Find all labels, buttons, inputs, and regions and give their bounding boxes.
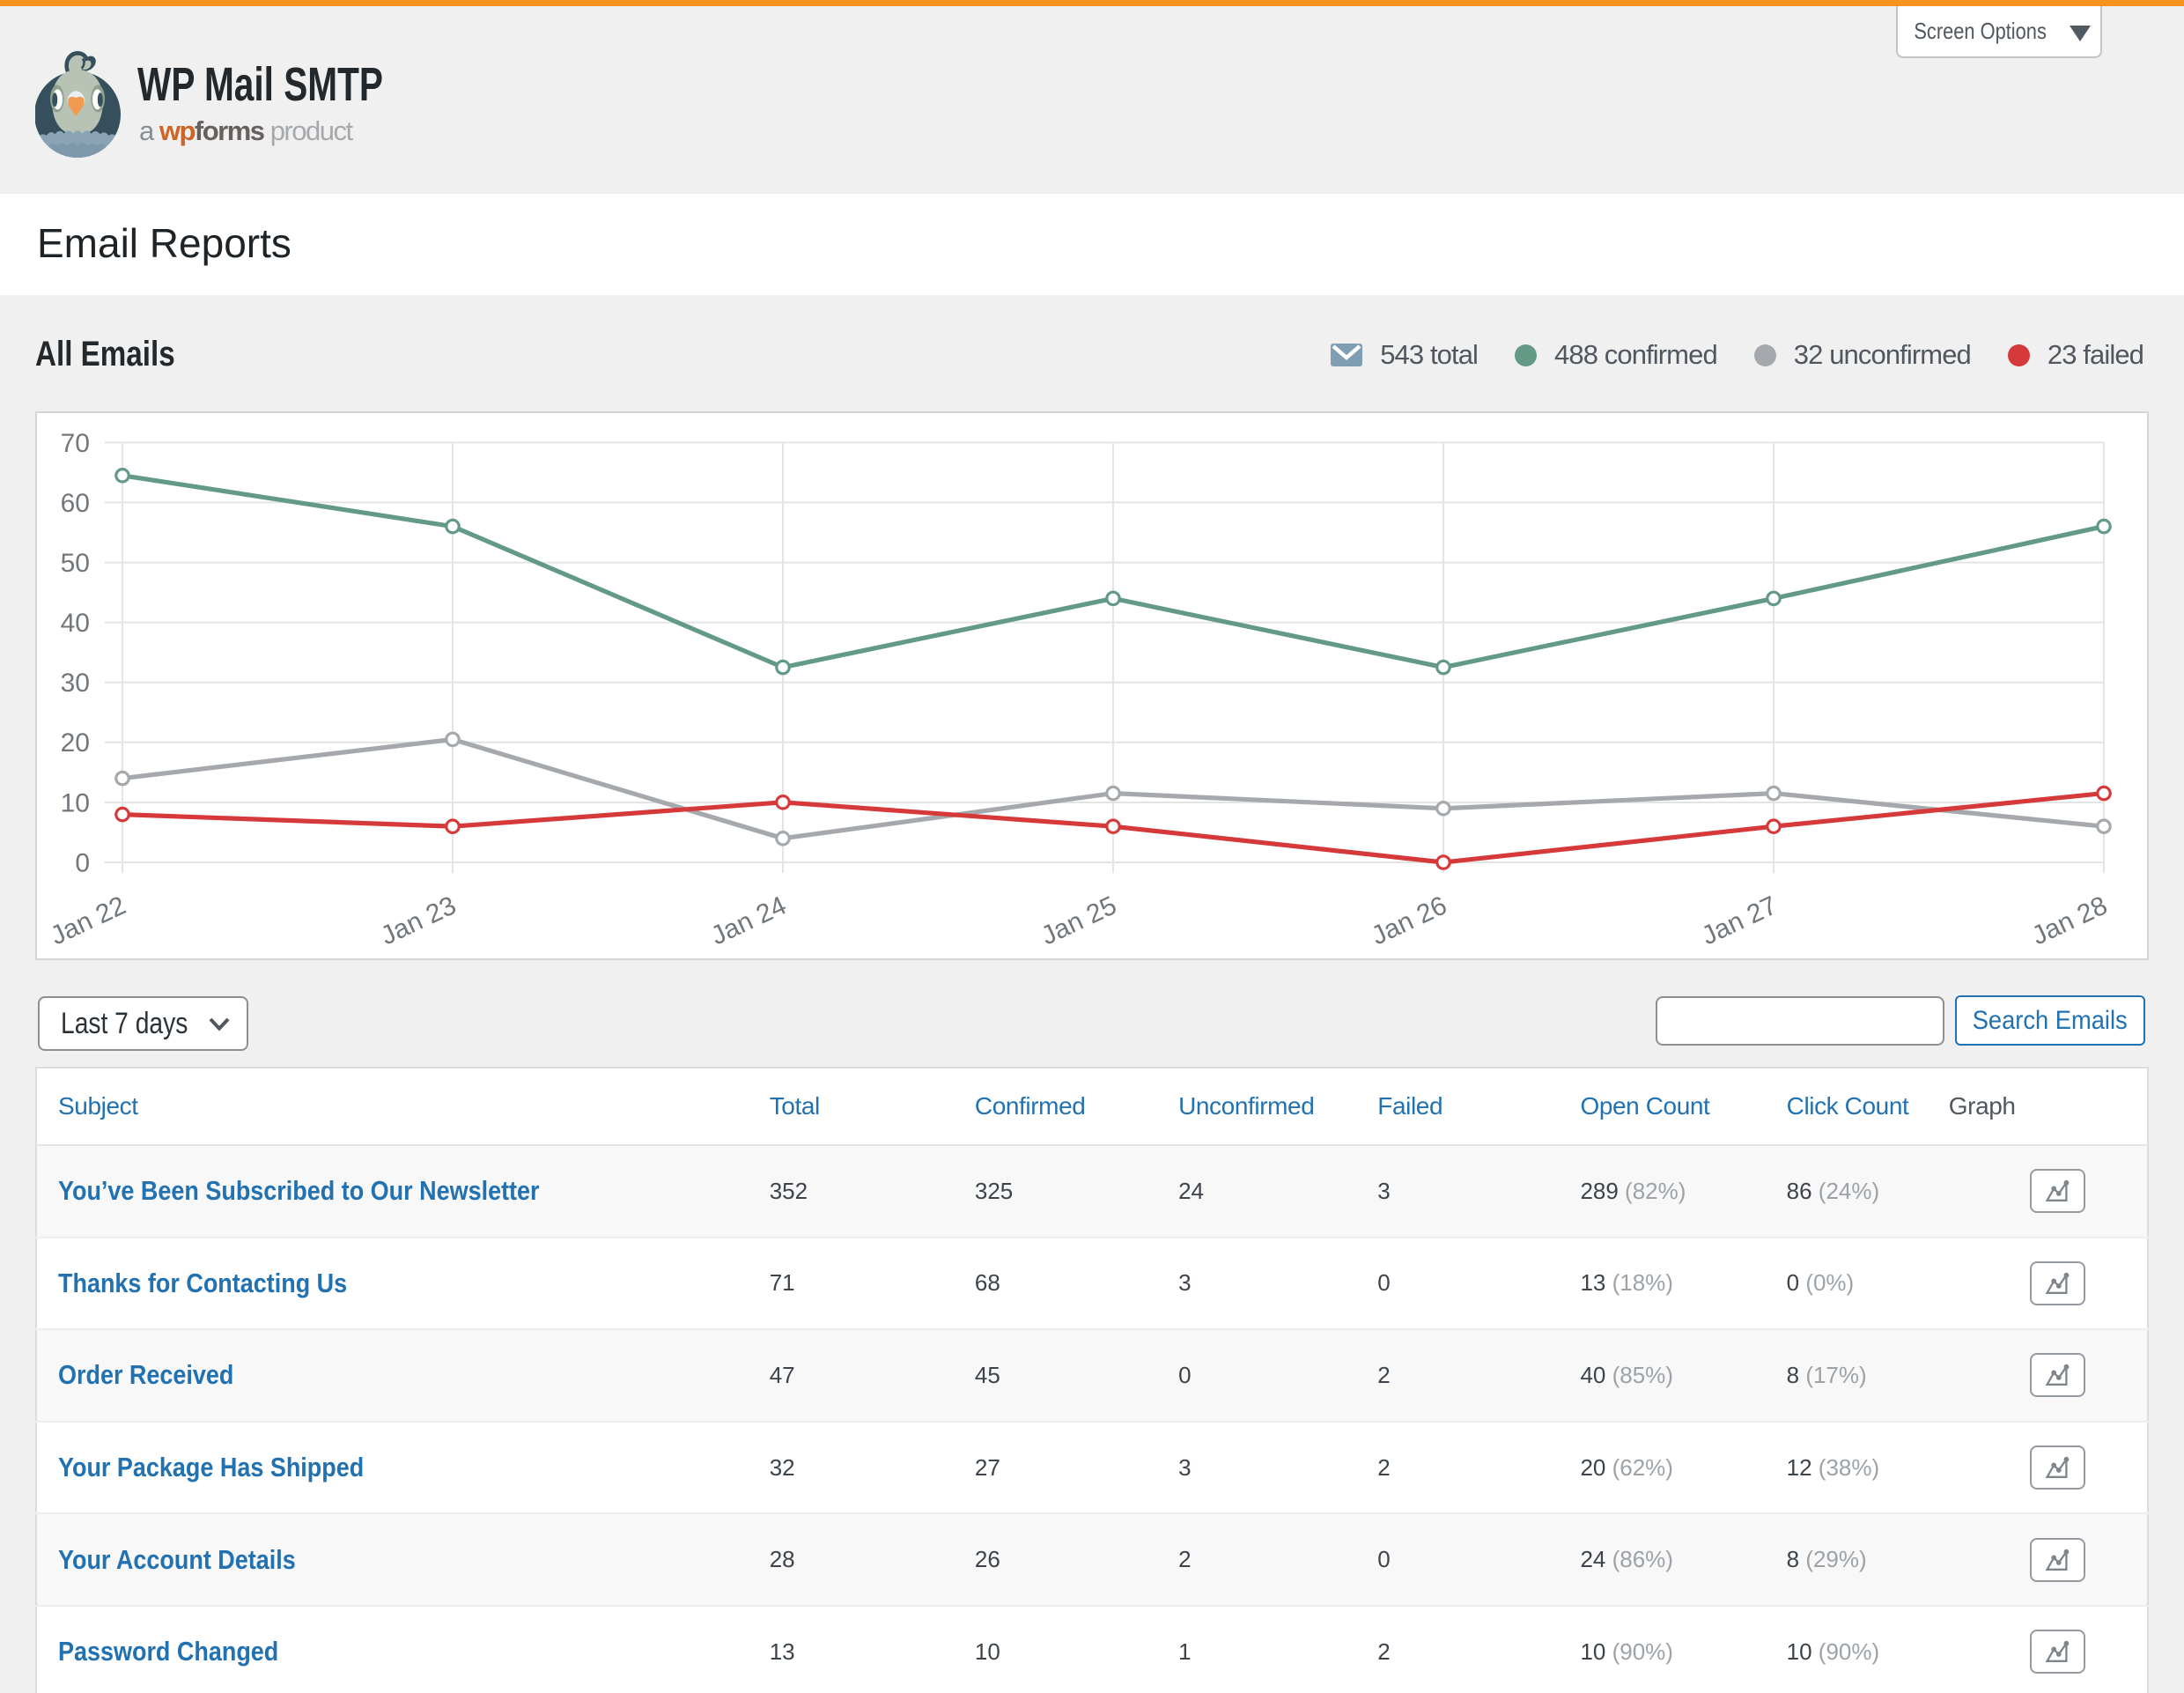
svg-text:0: 0 [75,848,90,877]
svg-text:Jan 26: Jan 26 [1367,891,1451,950]
svg-text:10: 10 [61,788,90,817]
svg-text:Jan 27: Jan 27 [1697,891,1782,950]
svg-text:40: 40 [61,609,90,638]
svg-text:70: 70 [61,429,90,458]
svg-text:Jan 23: Jan 23 [376,891,461,950]
svg-text:20: 20 [61,728,90,758]
svg-text:50: 50 [61,549,90,578]
svg-text:Jan 25: Jan 25 [1037,891,1121,950]
svg-text:Jan 22: Jan 22 [46,891,130,950]
svg-text:Jan 28: Jan 28 [2027,891,2112,950]
svg-text:60: 60 [61,489,90,518]
svg-text:Jan 24: Jan 24 [706,891,791,950]
svg-text:30: 30 [61,669,90,698]
